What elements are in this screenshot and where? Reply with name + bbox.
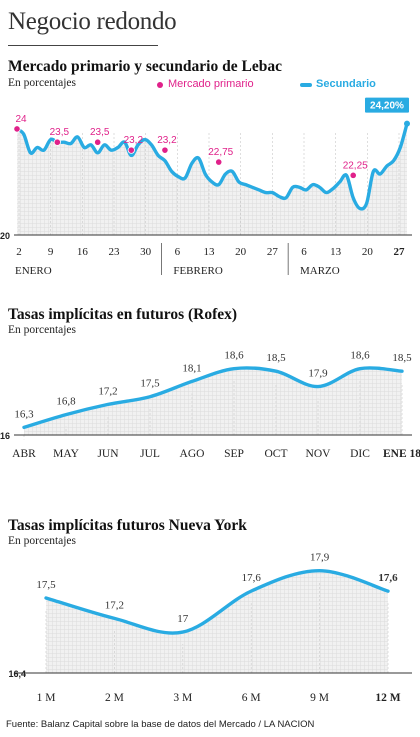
chart1-month-label: FEBRERO	[173, 265, 223, 277]
chart2-x-tick-label: AGO	[180, 448, 205, 460]
chart1-primary-label: 23,5	[90, 127, 110, 138]
chart1-primary-label: 23,5	[50, 127, 70, 138]
chart2-x-tick-label: ENE 18	[383, 448, 420, 460]
chart2-value-label: 18,6	[224, 350, 244, 362]
chart2-value-label: 18,1	[182, 362, 201, 374]
chart2-value-label: 18,5	[392, 352, 412, 364]
chart2-x-tick-label: MAY	[53, 448, 79, 460]
chart2-y-axis-label: 16	[0, 431, 10, 441]
chart1-end-point	[404, 120, 410, 127]
chart3-value-label: 17,6	[242, 572, 262, 584]
chart2-x-tick-label: NOV	[306, 448, 332, 460]
chart3-x-tick-label: 2 M	[105, 692, 124, 704]
chart3-x-tick-label: 9 M	[310, 692, 329, 704]
chart2-value-label: 18,6	[350, 350, 370, 362]
chart3-series-line	[44, 568, 390, 635]
chart1-x-tick-label: 27	[267, 246, 279, 258]
chart1-x-tick-label: 6	[175, 246, 181, 258]
chart1-primary-point	[13, 125, 21, 133]
chart1-area	[17, 123, 407, 235]
chart1-primary-point	[215, 158, 223, 166]
chart3-x-tick-label: 1 M	[37, 692, 56, 704]
chart2-x-tick-label: DIC	[350, 448, 370, 460]
chart1-month-label: MARZO	[300, 265, 340, 277]
chart1-title: Mercado primario y secundario de Lebac	[8, 58, 282, 75]
chart1-primary-point	[349, 171, 357, 179]
chart1-primary-point	[127, 146, 135, 154]
chart1-x-tick-label: 20	[362, 246, 374, 258]
chart3-nueva-york: 16,4 17,5 17,2 17 17,6 17,9 17,6 1 M 2 M 3 M 6 M 9 …	[8, 552, 412, 704]
chart2-x-tick-label: OCT	[265, 448, 288, 460]
chart2-x-tick-label: SEP	[224, 448, 244, 460]
chart1-y-axis-label: 20	[0, 231, 10, 241]
chart1-primary-label: 22,75	[208, 147, 233, 158]
chart2-subtitle: En porcentajes	[8, 324, 77, 336]
chart3-value-label: 17,6	[378, 572, 398, 584]
chart1-subtitle: En porcentajes	[8, 77, 77, 89]
legend-secondary-line	[300, 83, 312, 87]
legend-secondary-label: Secundario	[316, 78, 376, 90]
chart2-x-tick-label: ABR	[12, 448, 36, 460]
chart3-x-tick-label: 6 M	[242, 692, 261, 704]
main-title: Negocio redondo	[8, 8, 177, 35]
chart1-x-tick-label: 13	[204, 246, 216, 258]
chart2-x-tick-label: JUN	[97, 448, 119, 460]
chart3-area	[46, 570, 388, 673]
chart3-x-tick-label: 3 M	[173, 692, 192, 704]
chart3-value-label: 17,2	[105, 599, 124, 611]
chart1-primary-label: 23,2	[124, 135, 144, 146]
chart2-rofex: 16 16,3 16,8 17,2 17,5 18,1 18,6 18,5 17,9 18,6 18…	[0, 350, 420, 460]
chart2-value-label: 16,3	[14, 408, 34, 420]
chart2-value-label: 17,5	[140, 378, 160, 390]
chart1-x-tick-label: 6	[301, 246, 307, 258]
chart3-title: Tasas implícitas futuros Nueva York	[8, 517, 247, 534]
chart2-value-label: 17,2	[98, 385, 117, 397]
chart2-x-tick-label: JUL	[140, 448, 160, 460]
legend-primary-dot	[157, 82, 163, 88]
chart3-value-label: 17,9	[310, 552, 330, 564]
chart1-x-tick-label: 30	[140, 246, 152, 258]
chart3-value-label: 17,5	[36, 579, 56, 591]
chart3-value-label: 17	[177, 613, 189, 625]
chart1-x-tick-label: 20	[235, 246, 247, 258]
chart1-primary-label: 23,2	[157, 135, 177, 146]
chart1-series-secondary	[15, 121, 409, 211]
source-note: Fuente: Balanz Capital sobre la base de …	[6, 719, 315, 730]
chart1-primary-point	[94, 138, 102, 146]
chart1-lebac: 20 24 23,5 23,5 23,2 23,2 22,75 22,25 24,20% 2 9 16…	[0, 97, 412, 277]
chart1-primary-label: 22,25	[343, 160, 368, 171]
chart2-value-label: 18,5	[266, 352, 286, 364]
chart3-x-tick-label: 12 M	[375, 692, 400, 704]
chart2-value-label: 16,8	[56, 396, 76, 408]
chart1-primary-label: 24	[15, 114, 27, 125]
title-rule	[8, 45, 158, 46]
chart1-x-tick-label: 27	[394, 246, 406, 258]
chart1-x-tick-label: 9	[48, 246, 54, 258]
chart2-title: Tasas implícitas en futuros (Rofex)	[8, 306, 238, 323]
legend-primary-label: Mercado primario	[168, 78, 254, 90]
chart1-primary-point	[161, 146, 169, 154]
chart1-primary-point	[53, 138, 61, 146]
chart1-end-label: 24,20%	[370, 101, 404, 112]
chart1-x-tick-label: 13	[330, 246, 342, 258]
chart2-series-line	[22, 366, 404, 430]
chart2-area	[24, 367, 402, 435]
chart1-x-tick-label: 16	[77, 246, 89, 258]
chart1-x-tick-label: 2	[16, 246, 22, 258]
chart2-value-label: 17,9	[308, 368, 328, 380]
chart1-x-tick-label: 23	[109, 246, 121, 258]
chart1-month-label: ENERO	[15, 265, 52, 277]
chart3-subtitle: En porcentajes	[8, 535, 77, 547]
chart3-y-axis-label: 16,4	[8, 669, 26, 679]
chart1-end-label-box	[365, 97, 409, 113]
